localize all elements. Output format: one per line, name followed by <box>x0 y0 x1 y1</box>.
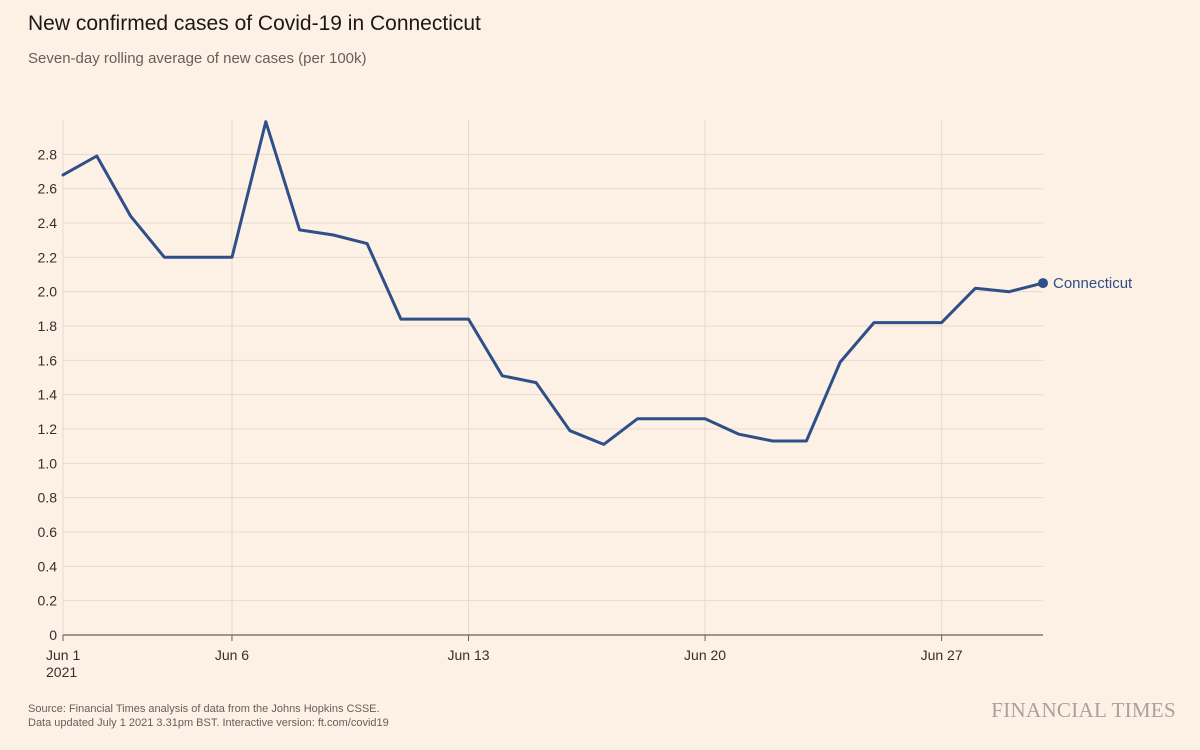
y-tick-label: 0.2 <box>38 593 58 609</box>
y-tick-label: 1.6 <box>38 352 58 368</box>
y-tick-label: 2.4 <box>38 215 58 231</box>
x-tick-sublabel: 2021 <box>46 664 77 680</box>
series-end-marker <box>1038 278 1048 289</box>
y-tick-label: 1.4 <box>38 387 58 403</box>
source-line: Source: Financial Times analysis of data… <box>28 703 380 715</box>
ft-logo: FINANCIAL TIMES <box>991 698 1176 722</box>
y-tick-label: 1.8 <box>38 318 58 334</box>
series-label: Connecticut <box>1053 275 1133 292</box>
data-updated-line: Data updated July 1 2021 3.31pm BST. Int… <box>28 717 389 729</box>
y-tick-label: 2.6 <box>38 181 58 197</box>
chart-subtitle: Seven-day rolling average of new cases (… <box>28 50 367 67</box>
y-tick-label: 2.0 <box>38 284 58 300</box>
x-tick-label: Jun 6 <box>215 647 249 663</box>
series-line-connecticut <box>61 120 1045 446</box>
y-tick-label: 0.4 <box>38 558 58 574</box>
x-tick-label: Jun 1 <box>46 647 80 663</box>
y-tick-label: 1.0 <box>38 455 58 471</box>
y-tick-label: 1.2 <box>38 421 58 437</box>
source-note: Source: Financial Times analysis of data… <box>28 702 389 730</box>
x-tick-label: Jun 20 <box>684 647 726 663</box>
y-tick-label: 0.8 <box>38 490 58 506</box>
y-tick-label: 2.2 <box>38 249 58 265</box>
line-chart: 0 0.2 0.4 0.6 0.8 1.0 1.2 1.4 1.6 1.8 2.0 2.2 2.4 2.6… <box>38 120 1133 680</box>
x-tick-label: Jun 13 <box>447 647 489 663</box>
y-tick-label: 0 <box>49 627 57 643</box>
chart-title: New confirmed cases of Covid-19 in Conne… <box>28 12 481 35</box>
y-tick-label: 0.6 <box>38 524 58 540</box>
y-tick-label: 2.8 <box>38 146 58 162</box>
x-tick-label: Jun 27 <box>921 647 963 663</box>
